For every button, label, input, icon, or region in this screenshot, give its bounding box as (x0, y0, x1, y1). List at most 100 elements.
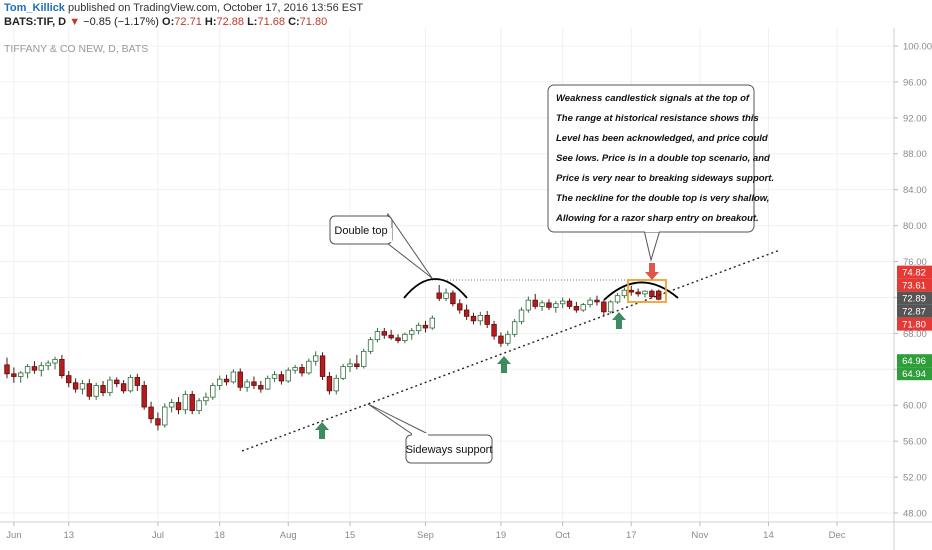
callout-mask (645, 226, 659, 232)
candle-body (354, 363, 360, 368)
candle-body (532, 299, 538, 307)
price-label-text: 72.89 (902, 294, 926, 305)
time-axis[interactable]: Jun 13 Jul 18 Aug 15 Sep 19 Oct 17 Nov 14 Dec (6, 522, 846, 541)
sideways-support-callout[interactable] (405, 434, 493, 464)
candle-body (299, 367, 305, 374)
x-tick-label: 14 (763, 530, 774, 541)
candle-body (223, 378, 230, 383)
sideways-support-line (241, 249, 781, 452)
weakness-note-line: Price is very near to breaking sideways … (556, 173, 774, 184)
candle (649, 289, 655, 299)
candle-body (649, 290, 655, 297)
price-label-badge (897, 291, 932, 305)
candle (326, 372, 333, 395)
y-tick-label: 84.00 (903, 185, 927, 196)
candle (457, 299, 463, 314)
candle-body (11, 373, 17, 377)
candle-body (182, 394, 189, 411)
candle-body (367, 339, 374, 352)
candle (402, 332, 408, 344)
weakness-highlight-box (627, 279, 667, 303)
candle (312, 351, 319, 366)
x-tick-label: 15 (345, 530, 356, 541)
candle (93, 382, 99, 400)
candle-body (278, 374, 285, 382)
candle (114, 377, 120, 388)
candle-body (505, 333, 511, 344)
candle-body (326, 376, 333, 392)
weakness-note-line: The neckline for the double top is very … (556, 193, 769, 204)
candle (210, 382, 216, 400)
weakness-note-line: See lows. Price is in a double top scena… (556, 153, 770, 164)
y-tick-label: 52.00 (903, 473, 927, 484)
candle-body (607, 301, 614, 313)
y-tick-label: 80.00 (903, 221, 927, 232)
candle-body (31, 366, 38, 371)
candle-body (86, 383, 93, 397)
candle (395, 334, 401, 344)
candle-body (484, 315, 490, 325)
y-tick-label: 92.00 (903, 113, 927, 124)
candle (450, 290, 456, 307)
candle (594, 295, 600, 306)
candle (443, 288, 449, 302)
candle (244, 379, 250, 392)
y-tick-label: 68.00 (903, 329, 927, 340)
candle (422, 320, 429, 333)
y-tick-label: 56.00 (903, 437, 927, 448)
candle-body (210, 385, 216, 398)
author-link[interactable]: Tom_Killick (4, 2, 65, 14)
weakness-note-line: Level has been acknowledged, and price c… (556, 133, 768, 144)
price-label-badge (897, 354, 932, 368)
candle-body (155, 418, 161, 426)
candle-body (203, 396, 209, 402)
y-tick-label: 76.00 (903, 257, 927, 268)
candle-body (553, 303, 559, 308)
candle (470, 312, 477, 325)
chart-header: Tom_Killick published on TradingView.com… (0, 0, 932, 28)
candle (72, 378, 79, 393)
candle-body (24, 366, 31, 374)
weakness-note-text: Weakness candlestick signals at the top … (555, 93, 774, 224)
candle-body (518, 309, 525, 323)
price-chart[interactable]: TIFFANY & CO NEW, D, BATS 48.00 52.00 56.0… (0, 28, 932, 550)
candle-body (100, 385, 106, 394)
symbol-label[interactable]: BATS:TIF, D (4, 16, 67, 28)
candle (601, 300, 607, 316)
candle-body (477, 315, 484, 322)
y-tick-label: 48.00 (903, 509, 927, 520)
candle (52, 356, 58, 370)
candle (258, 380, 264, 393)
arrow-up-icon (497, 356, 511, 373)
x-tick-label: Jun (6, 530, 21, 541)
candle-body (79, 383, 86, 390)
candle-body (312, 355, 319, 362)
candle (299, 363, 305, 377)
candle-body (107, 379, 113, 394)
price-label-text: 64.96 (902, 356, 926, 367)
candle-body (59, 359, 65, 376)
candle-body (162, 406, 168, 426)
candle (155, 412, 161, 431)
candle-body (642, 290, 648, 295)
candle (587, 297, 593, 308)
x-tick-label: Aug (280, 530, 297, 541)
x-tick-label: 19 (496, 530, 507, 541)
x-tick-label: Oct (555, 530, 570, 541)
x-tick-label: 13 (63, 530, 74, 541)
candle (333, 374, 339, 395)
candle (381, 327, 387, 339)
x-tick-label: Jul (152, 530, 164, 541)
candle (4, 357, 10, 379)
candle-body (436, 292, 442, 299)
candle-body (196, 400, 202, 412)
arrow-down-icon (645, 263, 659, 280)
candle (525, 296, 532, 313)
drawings: Double top Sideways support Weakness can… (241, 84, 781, 464)
price-label-text: 73.61 (902, 281, 926, 292)
candle (100, 380, 106, 397)
price-label-text: 72.87 (902, 307, 926, 318)
candle (148, 401, 154, 424)
candle-body (141, 385, 147, 408)
candle (628, 285, 634, 296)
